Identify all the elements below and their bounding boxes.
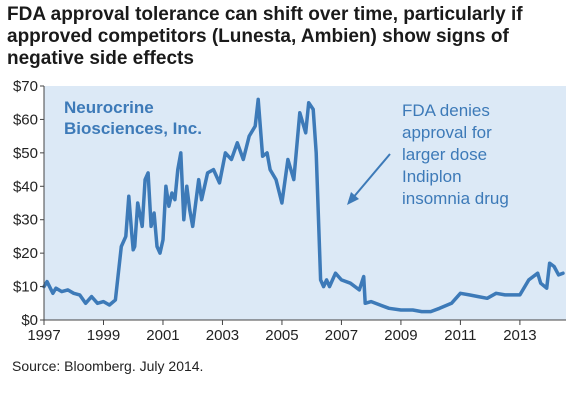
- tick-labels: $0 $10 $20 $30 $40 $50 $60 $70 1997 1999 2001 2003 2…: [13, 78, 537, 344]
- x-tick-label: 1999: [87, 327, 120, 344]
- title-line-2: approved competitors (Lunesta, Ambien) s…: [7, 26, 509, 47]
- y-tick-label: $60: [13, 111, 38, 128]
- y-tick-label: $50: [13, 145, 38, 162]
- series-group: [42, 97, 565, 314]
- y-tick-label: $10: [13, 279, 38, 296]
- y-tick-label: $20: [13, 245, 38, 262]
- series-line: [42, 97, 565, 314]
- annotation: FDA denies approval for larger dose Indi…: [347, 101, 509, 208]
- y-tick-label: $30: [13, 212, 38, 229]
- annotation-line-2: approval for: [402, 123, 492, 142]
- y-tick-label: $40: [13, 178, 38, 195]
- annotation-arrow-shaft: [351, 153, 391, 200]
- chart-title: FDA approval tolerance can shift over ti…: [7, 4, 582, 70]
- title-line-1: FDA approval tolerance can shift over ti…: [7, 4, 523, 25]
- axes: [40, 85, 566, 325]
- x-tick-label: 2001: [146, 327, 179, 344]
- x-tick-label: 2005: [265, 327, 298, 344]
- annotation-line-4: Indiplon: [402, 167, 462, 186]
- x-tick-label: 2007: [325, 327, 358, 344]
- y-tick-label: $0: [21, 312, 38, 329]
- series-label-line-1: Neurocrine: [64, 98, 154, 117]
- title-line-3: negative side effects: [7, 48, 194, 69]
- x-tick-label: 2013: [503, 327, 536, 344]
- annotation-arrow-head: [347, 192, 359, 205]
- x-tick-label: 2003: [206, 327, 239, 344]
- series-label-line-2: Biosciences, Inc.: [64, 119, 202, 138]
- x-tick-label: 2011: [444, 327, 476, 344]
- annotation-line-3: larger dose: [402, 145, 487, 164]
- annotation-line-1: FDA denies: [402, 101, 490, 120]
- y-tick-label: $70: [13, 78, 38, 95]
- x-tick-label: 1997: [27, 327, 60, 344]
- source-note: Source: Bloomberg. July 2014.: [12, 358, 204, 374]
- x-tick-label: 2009: [384, 327, 417, 344]
- annotation-line-5: insomnia drug: [402, 189, 509, 208]
